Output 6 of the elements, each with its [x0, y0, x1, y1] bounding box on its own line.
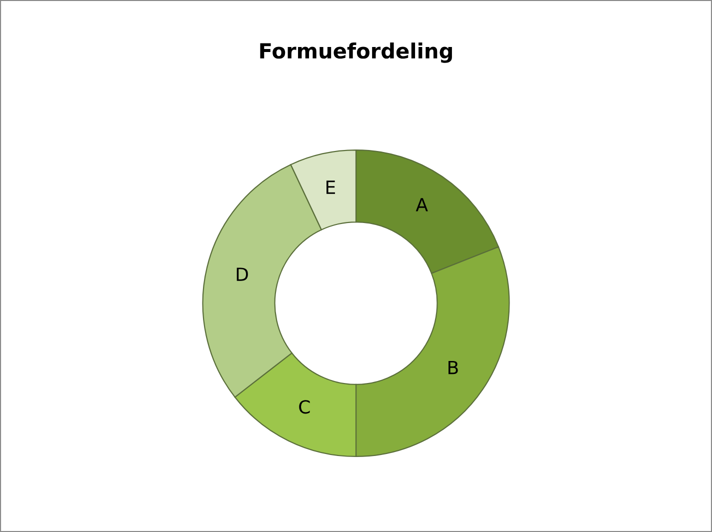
slice-label: C — [299, 400, 310, 414]
slice-label: E — [326, 180, 335, 194]
chart-title: Formuefordeling — [260, 42, 452, 63]
slice-label: B — [448, 360, 458, 374]
slice-label: D — [236, 268, 248, 281]
slice-label: A — [416, 198, 428, 212]
